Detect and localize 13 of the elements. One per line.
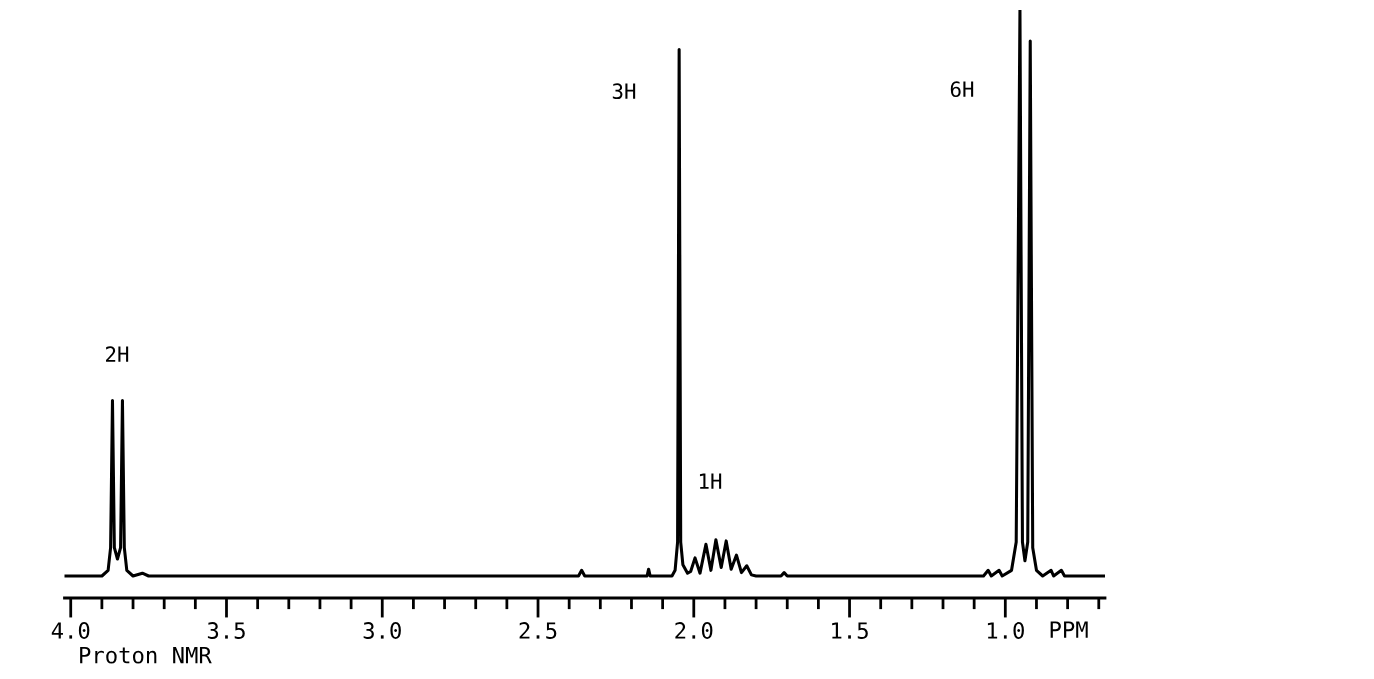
text: Proton NMR	[80, 646, 212, 664]
annotation: 6H	[950, 81, 974, 98]
x-tick-label: 2.0	[675, 622, 713, 639]
annotation: 3H	[612, 83, 636, 100]
x-tick-label: 4.0	[51, 622, 90, 639]
x-tick-label: 2.5	[519, 622, 557, 639]
annotation: 1H	[699, 473, 722, 489]
annotation: 2H	[106, 346, 129, 362]
x-axis-title: PPM	[1050, 621, 1088, 638]
x-tick-label: 3.0	[363, 622, 401, 639]
x-tick-label: 1.5	[832, 622, 868, 639]
x-tick-label: 3.5	[207, 622, 245, 639]
x-tick-label: 1.0	[987, 622, 1024, 639]
